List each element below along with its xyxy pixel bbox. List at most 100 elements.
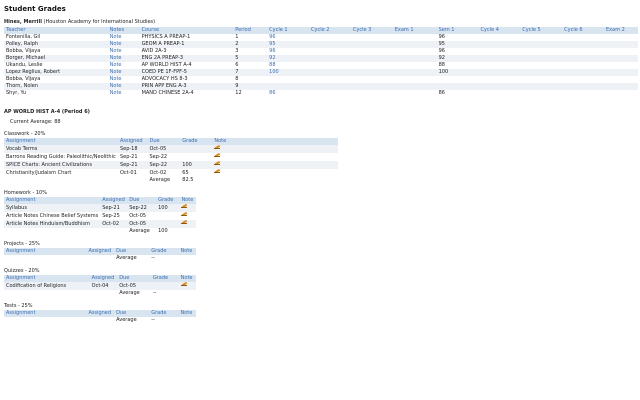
assignment-note <box>178 282 196 290</box>
cell-c4 <box>478 41 521 48</box>
pencil-note-icon[interactable] <box>214 153 221 158</box>
assignment-due: Oct-05 <box>117 282 151 290</box>
note-link[interactable]: Note <box>107 41 140 48</box>
assignment-row: Barrons Reading Guide: Paleolithic/Neoli… <box>4 153 338 161</box>
assignment-grade: 65 <box>182 169 189 176</box>
student-school: (Houston Academy for International Studi… <box>43 19 156 25</box>
cell-s1 <box>436 83 479 90</box>
note-link[interactable]: Note <box>109 90 122 96</box>
grade-row: Bobba, Vijaya Note AVID 2A-3 3 96 96 <box>4 48 638 55</box>
header-course: Course <box>139 27 234 34</box>
avg-spacer <box>86 255 114 262</box>
header-cycle1: Cycle 1 <box>267 27 310 34</box>
category-header-due: Due <box>127 197 157 204</box>
cell-e2 <box>604 83 638 90</box>
cycle1-grade-link[interactable]: 92 <box>267 55 310 62</box>
cycle1-grade-link[interactable]: 96 <box>269 34 276 40</box>
category-average-value: 100 <box>158 228 168 234</box>
category-header-assigned: Assigned <box>117 138 148 145</box>
category-header-grade: Grade <box>150 275 179 282</box>
cell-e2 <box>604 48 638 55</box>
pencil-note-icon[interactable] <box>181 204 188 209</box>
grade-row: Shyr, Yu Note MAND CHINESE 2A-4 12 86 86 <box>4 90 638 97</box>
cell-period: 8 <box>235 76 239 82</box>
assignment-due: Sep-22 <box>147 161 181 169</box>
cell-c4 <box>478 62 520 69</box>
assignment-assigned: Sep-25 <box>102 212 120 219</box>
assignment-assigned: Sep-21 <box>100 204 128 212</box>
cell-c1 <box>267 83 310 90</box>
cycle1-grade-link[interactable]: 96 <box>269 48 276 54</box>
avg-spacer <box>4 177 118 184</box>
cell-teacher: Polley, Ralph <box>4 41 108 48</box>
category-header-row: Assignment Assigned Due Grade Note <box>4 138 338 145</box>
cell-teacher: Fontenilla, Gil <box>6 34 41 40</box>
cell-c3 <box>351 34 393 41</box>
cell-c4 <box>478 90 520 97</box>
avg-spacer <box>118 177 148 184</box>
cycle1-grade-link[interactable]: 88 <box>269 62 276 68</box>
cell-teacher: Borger, Michael <box>4 55 108 62</box>
assignment-note <box>212 153 338 161</box>
note-link[interactable]: Note <box>109 34 122 40</box>
cell-e1 <box>393 34 437 41</box>
cell-teacher: Ukandu, Leslie <box>6 62 43 68</box>
category-header-assigned: Assigned <box>100 197 128 204</box>
cycle1-grade-link[interactable]: 100 <box>267 69 310 76</box>
note-link[interactable]: Note <box>109 76 122 82</box>
category-table: Assignment Assigned Due Grade Note Codificati… <box>4 275 196 297</box>
pencil-note-icon[interactable] <box>214 161 221 166</box>
assignment-note <box>179 220 196 228</box>
pencil-note-icon[interactable] <box>181 212 188 217</box>
category-header-assignment: Assignment <box>4 197 101 204</box>
note-link[interactable]: Note <box>109 62 122 68</box>
category-table: Assignment Assigned Due Grade Note Average -- <box>4 248 196 262</box>
avg-spacer <box>4 290 90 297</box>
category-header-note: Note <box>178 310 196 317</box>
note-link[interactable]: Note <box>107 55 140 62</box>
pencil-note-icon[interactable] <box>214 145 221 150</box>
cell-c5 <box>520 41 563 48</box>
cell-e1 <box>393 76 437 83</box>
avg-spacer <box>4 317 86 324</box>
assignment-row: Article Notes Chinese Belief Systems Sep-… <box>4 212 196 220</box>
course-detail: AP WORLD HIST A-4 (Period 6) Current Ave… <box>4 109 638 324</box>
note-link[interactable]: Note <box>107 69 140 76</box>
cell-s1: 100 <box>436 69 479 76</box>
note-link[interactable]: Note <box>107 83 140 90</box>
category-header-row: Assignment Assigned Due Grade Note <box>4 275 196 282</box>
category-title: Quizzes - 20% <box>4 268 40 274</box>
assignment-note <box>179 212 196 220</box>
assignment-name: Article Notes Hinduism/Buddhism <box>4 220 101 228</box>
cycle1-grade-link[interactable]: 95 <box>267 41 310 48</box>
avg-spacer <box>178 317 196 324</box>
assignment-due: Oct-05 <box>127 220 157 228</box>
assignment-name: Syllabus <box>4 204 101 212</box>
grade-row: Ukandu, Leslie Note AP WORLD HIST A-4 6 88 88 <box>4 62 638 69</box>
cell-course: COED PE 1F-FPF-5 <box>139 69 234 76</box>
assignment-name: Codification of Religions <box>4 282 90 290</box>
pencil-note-icon[interactable] <box>214 169 221 174</box>
assignment-due: Sep-22 <box>127 204 157 212</box>
grade-row: Thorn, Nolen Note PRIN APP ENG A-3 9 <box>4 83 638 90</box>
cell-c3 <box>350 41 393 48</box>
grades-body: Fontenilla, Gil Note PHYSICS A PREAP-1 1 96 9… <box>4 34 638 97</box>
header-exam2: Exam 2 <box>604 27 638 34</box>
assignment-grade: 100 <box>156 204 180 212</box>
cell-e2 <box>604 55 638 62</box>
category-title: Projects - 25% <box>4 241 40 247</box>
pencil-note-icon[interactable] <box>180 282 187 287</box>
cell-period: 12 <box>235 90 242 96</box>
cell-c2 <box>309 34 351 41</box>
category-title: Homework - 10% <box>4 190 47 196</box>
cell-c5 <box>520 90 562 97</box>
assignment-row: Article Notes Hinduism/Buddhism Oct-02 Oct… <box>4 220 196 228</box>
cycle1-grade-link[interactable]: 86 <box>269 90 276 96</box>
note-link[interactable]: Note <box>109 48 122 54</box>
pencil-note-icon[interactable] <box>181 220 188 225</box>
category-section: Quizzes - 20% Assignment Assigned Due Grade N… <box>4 268 638 297</box>
cell-course: AVID 2A-3 <box>141 48 167 54</box>
category-average-label: Average <box>116 317 137 323</box>
cell-s1 <box>437 76 479 83</box>
assignment-name: SPICE Charts: Ancient Civilizations <box>4 161 118 169</box>
